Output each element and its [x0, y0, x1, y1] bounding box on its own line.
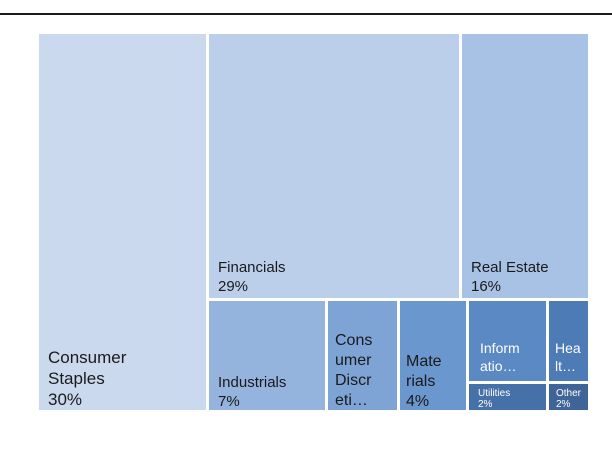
tile-label-line: Mate	[406, 353, 442, 370]
tile-label-line: 16%	[471, 278, 501, 295]
tile-label-line: lt…	[555, 358, 576, 374]
tile-rect-materials	[400, 301, 466, 410]
tile-consumer-discretionary: Cons umer Discr eti…	[328, 301, 397, 410]
tile-rect-health-care	[549, 301, 588, 381]
tile-rect-real-estate	[462, 34, 588, 298]
tile-industrials: Industrials 7%	[209, 301, 325, 410]
tile-consumer-staples: Consumer Staples 30%	[39, 34, 206, 410]
tile-label-line: umer	[335, 352, 372, 369]
tile-label-line: Inform	[480, 340, 520, 356]
tile-label-line: eti…	[335, 392, 368, 409]
tile-label-health-care: Hea lt…	[555, 340, 581, 374]
tile-label-line: Discr	[335, 372, 372, 389]
tile-label-financials: Financials 29%	[218, 259, 286, 295]
tile-label-line: 2%	[478, 399, 493, 410]
tile-label-consumer-staples: Consumer Staples 30%	[48, 348, 127, 409]
tile-label-consumer-discretionary: Cons umer Discr eti…	[335, 332, 372, 409]
tile-other: Other 2%	[549, 384, 588, 410]
tile-label-line: Staples	[48, 369, 105, 388]
tile-label-line: Other	[556, 388, 582, 399]
tile-rect-utilities	[469, 384, 546, 410]
tile-label-line: Financials	[218, 259, 286, 276]
tile-rect-financials	[209, 34, 459, 298]
tile-label-line: 2%	[556, 399, 571, 410]
tile-label-line: 30%	[48, 390, 82, 409]
tile-rect-other	[549, 384, 588, 410]
tile-label-line: Industrials	[218, 374, 286, 391]
tile-rect-industrials	[209, 301, 325, 410]
tile-financials: Financials 29%	[209, 34, 459, 298]
tile-rect-consumer-staples	[39, 34, 206, 410]
tile-label-line: Utilities	[478, 388, 510, 399]
tile-label-utilities: Utilities 2%	[478, 388, 510, 410]
tile-information-technology: Inform atio…	[469, 301, 546, 381]
tile-label-line: 4%	[406, 393, 429, 410]
tile-label-line: atio…	[480, 358, 517, 374]
tile-label-line: Cons	[335, 332, 372, 349]
tile-label-industrials: Industrials 7%	[218, 374, 286, 410]
tile-label-real-estate: Real Estate 16%	[471, 259, 549, 295]
tile-health-care: Hea lt…	[549, 301, 588, 381]
top-rule	[0, 13, 612, 15]
tile-label-information-technology: Inform atio…	[480, 340, 520, 374]
tile-materials: Mate rials 4%	[400, 301, 466, 410]
tile-utilities: Utilities 2%	[469, 384, 546, 410]
tile-label-other: Other 2%	[556, 388, 582, 410]
tile-label-line: Hea	[555, 340, 581, 356]
tile-label-line: Real Estate	[471, 259, 549, 276]
tile-label-line: Consumer	[48, 348, 127, 367]
tile-label-line: 29%	[218, 278, 248, 295]
tile-rect-consumer-discretionary	[328, 301, 397, 410]
tile-rect-information-technology	[469, 301, 546, 381]
tile-label-line: rials	[406, 373, 435, 390]
tile-real-estate: Real Estate 16%	[462, 34, 588, 298]
tile-label-line: 7%	[218, 393, 240, 410]
tile-label-materials: Mate rials 4%	[406, 353, 442, 410]
